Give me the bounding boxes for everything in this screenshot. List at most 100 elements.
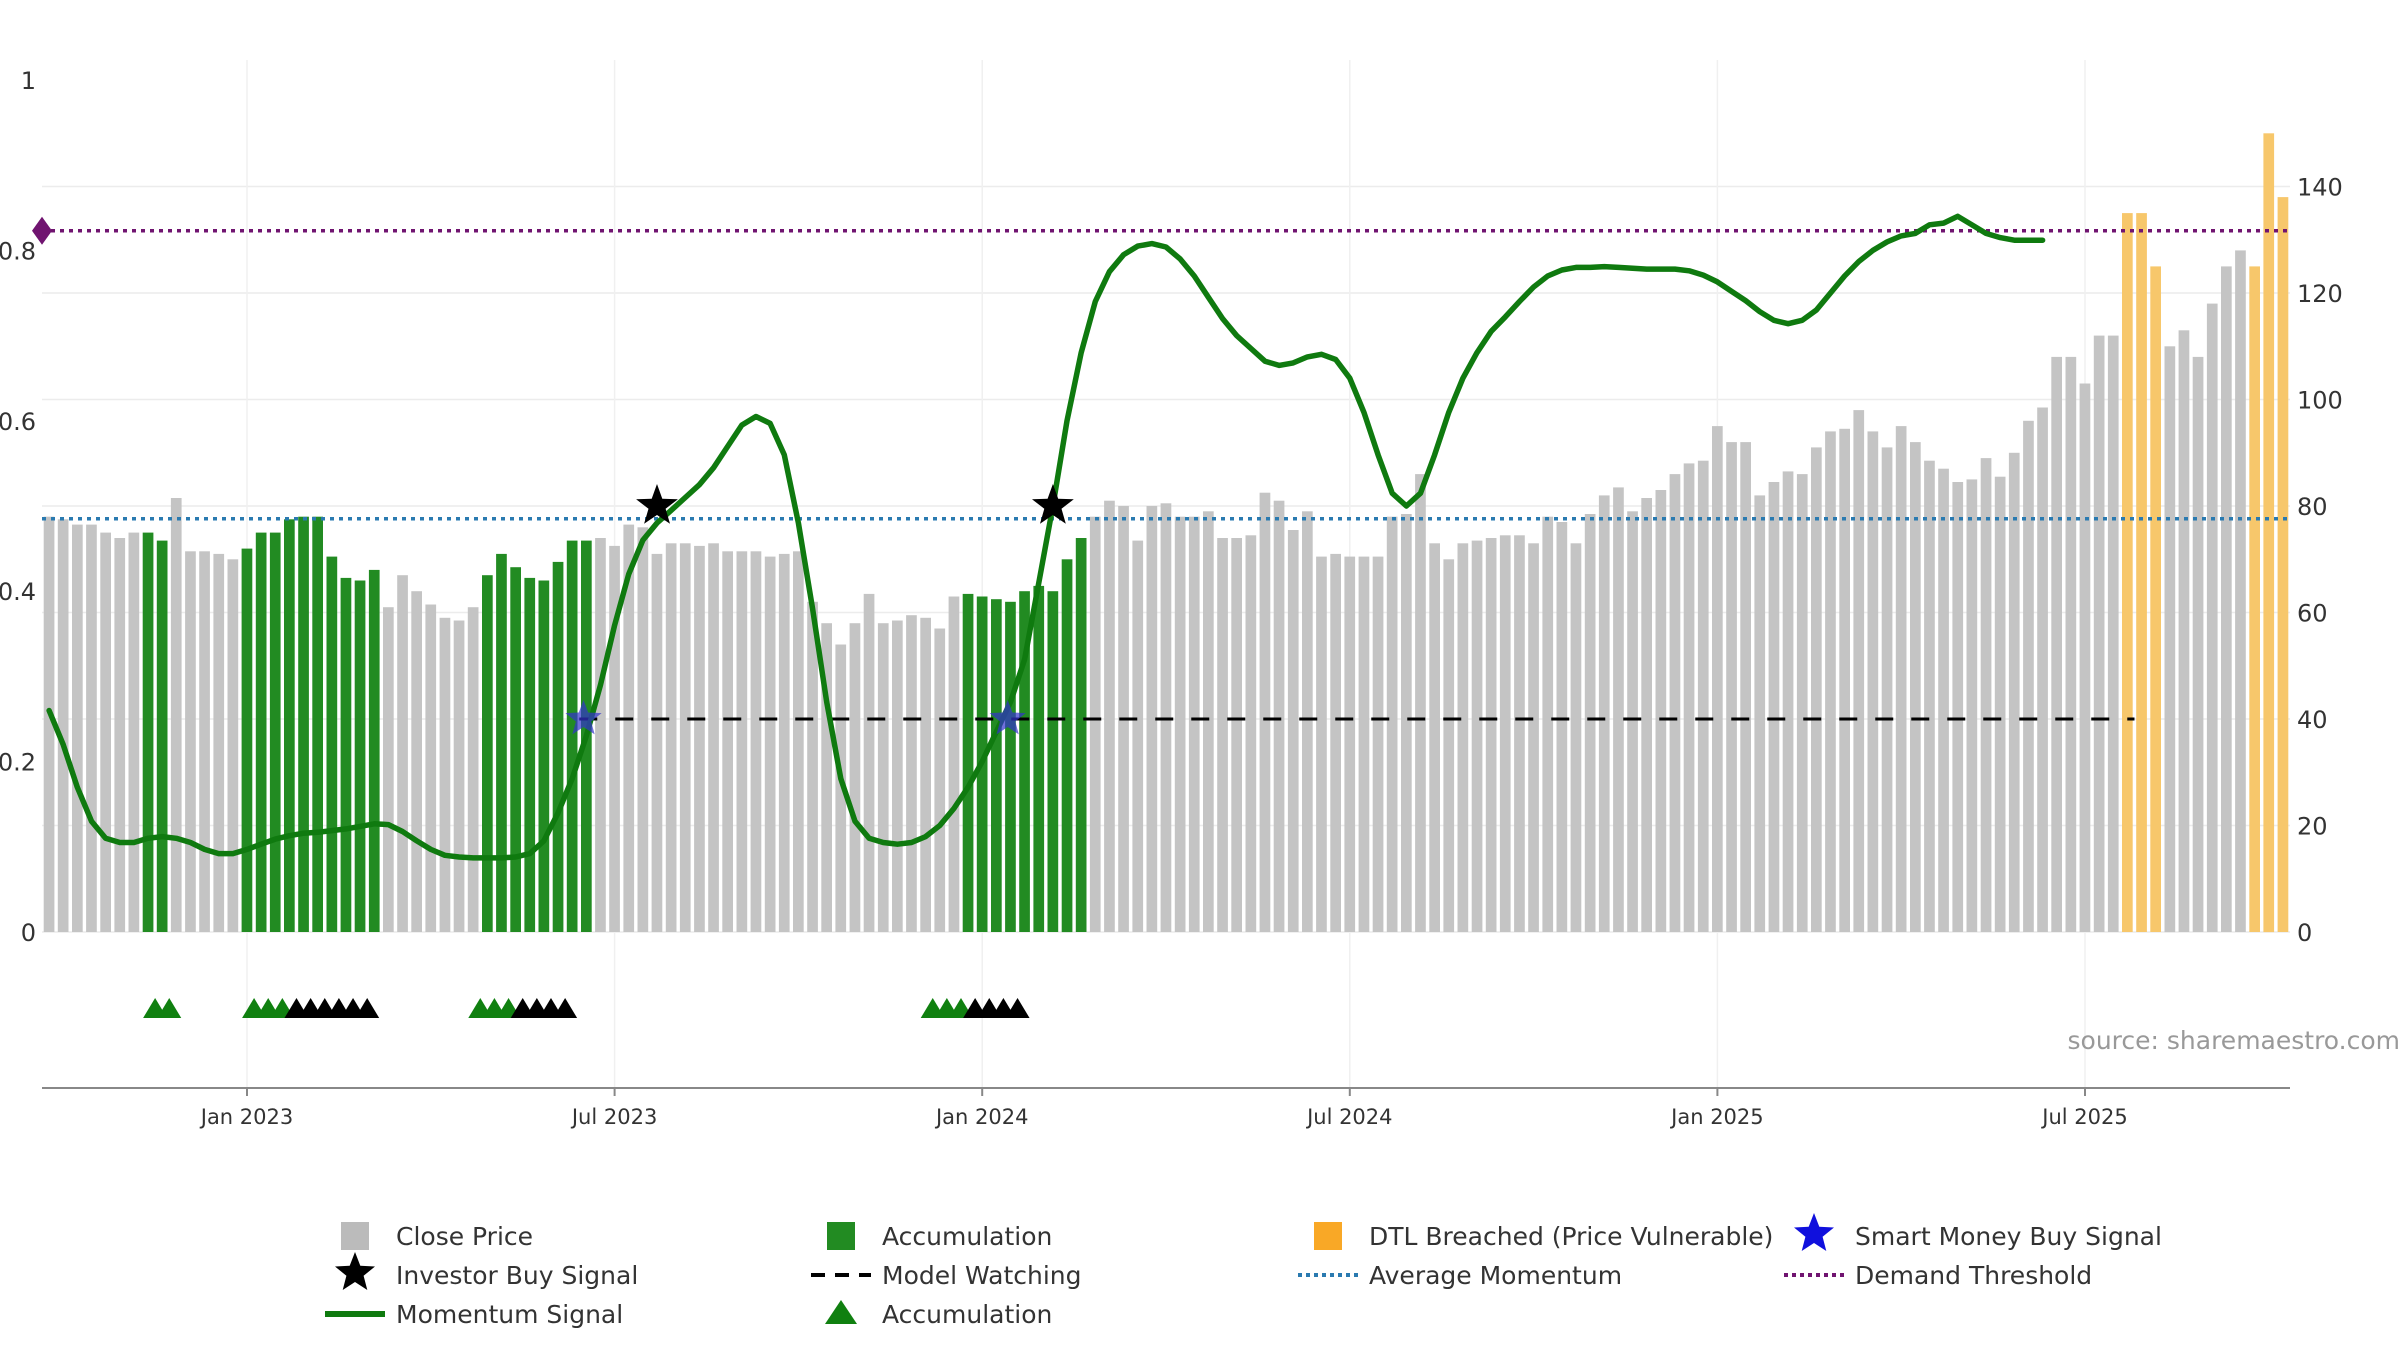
close-price-bar xyxy=(2221,266,2232,932)
accumulation-bar xyxy=(284,519,295,932)
close-price-bar xyxy=(1089,516,1101,932)
close-price-bar xyxy=(1924,460,1935,932)
close-price-bar xyxy=(750,551,762,932)
close-price-bar xyxy=(2065,356,2077,932)
axis-layer: Jan 2023 Jul 2023 Jan 2024 Jul 2024 Jan 2025… xyxy=(0,67,2343,1129)
smart-money-buy-star xyxy=(565,700,602,735)
close-price-bar xyxy=(1372,556,1384,932)
close-price-bar xyxy=(1443,559,1455,933)
close-price-bar xyxy=(906,615,917,932)
legend-label: Momentum Signal xyxy=(396,1300,623,1329)
close-price-bar xyxy=(1980,458,1992,932)
accumulation-bar xyxy=(298,516,309,932)
legend-label: Average Momentum xyxy=(1369,1261,1622,1290)
close-price-bar xyxy=(1966,479,1978,932)
close-price-bar xyxy=(807,601,818,932)
close-price-bar xyxy=(1174,516,1186,932)
close-price-bar xyxy=(453,620,465,932)
close-price-bar xyxy=(1273,500,1285,932)
legend-item: Accumulation xyxy=(825,1300,1052,1329)
close-price-bar xyxy=(934,628,946,932)
close-price-bar xyxy=(1641,498,1652,932)
legend-swatch-square xyxy=(827,1222,855,1250)
close-price-bar xyxy=(665,543,677,932)
close-price-bar xyxy=(213,553,225,932)
momentum-signal-line xyxy=(46,213,2046,861)
close-price-bar xyxy=(397,575,408,932)
close-price-bar xyxy=(835,644,847,932)
legend-swatch-triangle xyxy=(825,1300,857,1324)
x-tick-label: Jul 2023 xyxy=(570,1105,657,1129)
close-price-bar xyxy=(1485,538,1497,932)
close-price-bar xyxy=(2192,356,2204,932)
right-axis-tick-label: 140 xyxy=(2297,174,2343,202)
right-axis-tick-label: 20 xyxy=(2297,813,2328,841)
close-price-bar xyxy=(1839,428,1850,932)
left-axis-tick-label: 0 xyxy=(21,919,36,947)
accumulation-bar xyxy=(354,580,366,932)
accumulation-bar xyxy=(538,580,550,932)
close-price-bar xyxy=(185,551,196,932)
close-price-bar xyxy=(821,623,832,932)
dtl-breached-bar xyxy=(2277,197,2289,933)
demand-threshold-marker xyxy=(32,216,52,245)
accumulation-bar xyxy=(496,553,507,932)
legend-item: Average Momentum xyxy=(1298,1261,1622,1290)
x-tick-label: Jul 2025 xyxy=(2040,1105,2127,1129)
right-axis-tick-label: 120 xyxy=(2297,280,2343,308)
close-price-bar xyxy=(948,596,960,932)
close-price-bar xyxy=(467,607,479,932)
close-price-bar xyxy=(1811,447,1822,932)
legend-item: Smart Money Buy Signal xyxy=(1794,1213,2162,1251)
close-price-bar xyxy=(1132,540,1144,932)
close-price-bar xyxy=(2164,346,2176,933)
legend-item: Close Price xyxy=(341,1222,533,1251)
close-price-bar xyxy=(128,532,140,932)
close-price-bar xyxy=(1203,511,1214,932)
accumulation-marker-black xyxy=(553,998,578,1018)
close-price-bar xyxy=(2235,250,2246,932)
legend-item: DTL Breached (Price Vulnerable) xyxy=(1314,1222,1773,1251)
close-price-bar xyxy=(1895,426,1907,932)
close-price-bar xyxy=(849,623,861,932)
close-price-bar xyxy=(1344,556,1356,932)
close-price-bar xyxy=(2023,420,2034,932)
right-axis-tick-label: 100 xyxy=(2297,387,2343,415)
close-price-bar xyxy=(411,591,422,932)
legend-label: Model Watching xyxy=(882,1261,1082,1290)
accumulation-bar xyxy=(962,593,974,932)
close-price-bar xyxy=(170,498,182,932)
close-price-bar xyxy=(2206,303,2218,933)
close-price-bar xyxy=(1952,482,1964,932)
close-price-bar xyxy=(1104,500,1115,932)
close-price-bar xyxy=(637,527,649,932)
accumulation-bar xyxy=(241,548,253,932)
legend-label: DTL Breached (Price Vulnerable) xyxy=(1369,1222,1773,1251)
close-price-bar xyxy=(43,516,55,932)
close-price-bar xyxy=(1542,516,1554,932)
accumulation-bar xyxy=(368,569,380,932)
close-price-bar xyxy=(1316,556,1327,932)
accumulation-bar xyxy=(1047,591,1059,932)
close-price-bar xyxy=(1796,474,1808,932)
legend-item: Demand Threshold xyxy=(1784,1261,2092,1290)
accumulation-bar xyxy=(524,577,536,932)
close-price-bar xyxy=(1853,410,1865,933)
right-axis-tick-label: 60 xyxy=(2297,600,2328,628)
close-price-bar xyxy=(1499,535,1511,932)
accumulation-bar xyxy=(1005,601,1016,932)
legend-label: Investor Buy Signal xyxy=(396,1261,638,1290)
close-price-bar xyxy=(793,551,804,932)
legend-layer: Close Price Accumulation DTL Breached (Pri… xyxy=(325,1213,2162,1329)
x-tick-label: Jan 2024 xyxy=(934,1105,1029,1129)
left-axis-top-label: 1 xyxy=(21,67,36,95)
close-price-bar xyxy=(57,519,69,932)
close-price-bar xyxy=(1457,543,1469,932)
accumulation-bar xyxy=(1019,591,1030,932)
legend-swatch-star xyxy=(335,1252,375,1290)
close-price-bar xyxy=(694,545,705,932)
source-label: source: sharemaestro.com xyxy=(2068,1026,2400,1055)
close-price-bar xyxy=(1330,553,1341,932)
investor-buy-star xyxy=(1032,484,1074,524)
close-price-bar xyxy=(1259,492,1271,932)
